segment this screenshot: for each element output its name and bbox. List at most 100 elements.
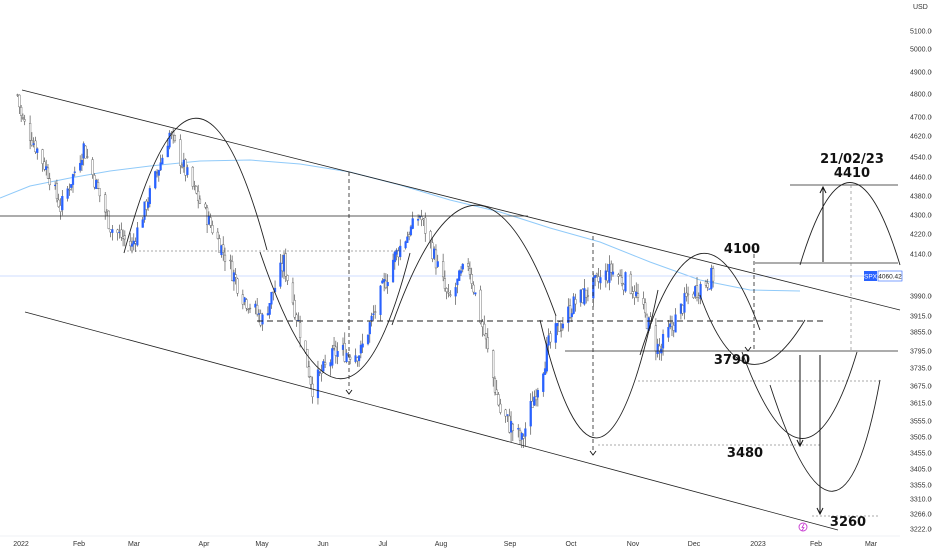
candle-body bbox=[393, 251, 396, 263]
x-tick-label: Aug bbox=[435, 541, 448, 548]
candle-body bbox=[105, 211, 109, 214]
candle-body bbox=[619, 274, 622, 277]
channel-lower-line bbox=[24, 311, 839, 531]
candle-body bbox=[155, 172, 159, 174]
candle-body bbox=[220, 245, 223, 256]
candle-body bbox=[132, 240, 135, 245]
candle-body bbox=[529, 401, 532, 427]
candle-body bbox=[595, 273, 598, 276]
candle-body bbox=[366, 334, 370, 345]
candle-body bbox=[193, 185, 196, 187]
candle-body bbox=[91, 159, 94, 175]
candle-body bbox=[109, 229, 112, 233]
candle-body bbox=[442, 261, 445, 278]
candle-body bbox=[518, 429, 522, 441]
candle-body bbox=[21, 117, 25, 119]
candle-body bbox=[32, 143, 35, 146]
candle-body bbox=[424, 217, 427, 234]
candle-body bbox=[256, 305, 259, 315]
candle-body bbox=[694, 286, 697, 297]
annotation-3480: 3480 bbox=[727, 446, 763, 461]
candle-body bbox=[247, 308, 250, 311]
candle-body bbox=[645, 314, 649, 329]
low-marker-icon bbox=[589, 450, 597, 456]
candle-body bbox=[517, 428, 520, 430]
candle-body bbox=[622, 284, 625, 291]
candle-body bbox=[148, 188, 151, 205]
y-tick-label: 3310.00 bbox=[910, 497, 932, 504]
x-tick-label: Sep bbox=[504, 541, 517, 548]
candle-body bbox=[667, 326, 670, 338]
candle-body bbox=[45, 166, 48, 170]
candle-body bbox=[636, 293, 640, 298]
candle-body bbox=[411, 218, 414, 229]
candle-body bbox=[157, 170, 160, 176]
candle-body bbox=[574, 299, 577, 305]
candle-body bbox=[154, 171, 157, 189]
candle-body bbox=[218, 238, 221, 253]
y-tick-label: 5000.00 bbox=[910, 47, 932, 54]
candle-body bbox=[166, 145, 169, 158]
candle-body bbox=[585, 289, 588, 298]
candle-body bbox=[468, 268, 472, 275]
candle-body bbox=[68, 189, 71, 191]
candle-body bbox=[245, 299, 248, 309]
candle-body bbox=[211, 225, 214, 234]
candle-body bbox=[284, 253, 287, 277]
candle-body bbox=[581, 289, 584, 304]
candle-body bbox=[629, 273, 632, 294]
candle-body bbox=[318, 371, 321, 374]
candle-body bbox=[54, 184, 57, 187]
candle-body bbox=[55, 183, 59, 199]
candle-body bbox=[182, 159, 185, 167]
x-tick-label: Mar bbox=[865, 541, 878, 548]
candle-body bbox=[661, 334, 665, 349]
candle-body bbox=[146, 202, 150, 208]
candle-body bbox=[458, 270, 461, 281]
candle-body bbox=[343, 343, 346, 362]
candle-body bbox=[73, 171, 76, 173]
candle-body bbox=[533, 396, 536, 406]
candle-body bbox=[493, 378, 497, 393]
candle-body bbox=[447, 292, 450, 294]
candle-body bbox=[293, 300, 296, 318]
candle-body bbox=[186, 167, 189, 176]
candle-body bbox=[36, 148, 39, 153]
candle-body bbox=[572, 296, 575, 314]
y-tick-label: 4300.00 bbox=[910, 213, 932, 220]
candle-body bbox=[311, 383, 314, 397]
candle-body bbox=[123, 235, 126, 240]
y-tick-label: 4620.00 bbox=[910, 134, 932, 141]
candle-body bbox=[46, 167, 50, 179]
annotation-date: 21/02/23 bbox=[820, 152, 884, 167]
candle-body bbox=[229, 259, 232, 262]
candle-body bbox=[633, 290, 636, 298]
cycle-arc bbox=[639, 253, 761, 356]
candle-body bbox=[16, 94, 19, 96]
candle-body bbox=[223, 254, 227, 262]
x-tick-label: May bbox=[255, 541, 269, 548]
candle-body bbox=[282, 254, 286, 272]
candle-body bbox=[699, 283, 702, 300]
candle-body bbox=[436, 261, 439, 267]
y-tick-label: 4380.00 bbox=[910, 194, 932, 201]
candle-body bbox=[370, 315, 373, 321]
candle-body bbox=[349, 356, 352, 360]
low-marker-icon bbox=[345, 389, 353, 395]
candle-body bbox=[381, 280, 384, 284]
candle-body bbox=[479, 289, 482, 323]
candle-body bbox=[28, 123, 32, 141]
candle-body bbox=[145, 200, 148, 210]
y-tick-label: 3915.00 bbox=[910, 314, 932, 321]
candle-body bbox=[474, 292, 477, 295]
candle-body bbox=[121, 236, 125, 239]
candle-body bbox=[408, 234, 411, 237]
candle-body bbox=[329, 362, 332, 367]
candle-body bbox=[272, 291, 275, 294]
candle-body bbox=[635, 291, 638, 297]
candle-body bbox=[567, 306, 570, 323]
candle-body bbox=[270, 292, 273, 305]
candle-body bbox=[674, 314, 677, 333]
candle-body bbox=[710, 267, 713, 289]
